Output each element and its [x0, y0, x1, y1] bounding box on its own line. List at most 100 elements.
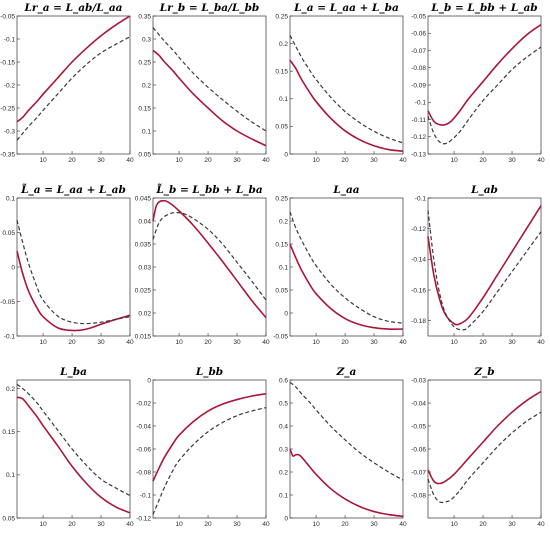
plot-frame: [289, 197, 404, 337]
y-tick-label: -0.09: [411, 82, 426, 89]
y-tick-label: -0.1: [415, 100, 427, 107]
y-tick-label: 0.1: [6, 472, 15, 479]
panel-title: Z_b: [473, 366, 494, 379]
y-tick-label: 0.2: [279, 41, 288, 48]
y-tick-label: 0.15: [138, 105, 151, 112]
panel-title: L_ba: [59, 366, 87, 379]
series-line-solid: [427, 205, 542, 326]
y-tick-label: 0.035: [135, 241, 152, 248]
x-tick-label: 20: [341, 157, 349, 164]
x-tick-label: 30: [508, 339, 516, 346]
series-line-dashed: [152, 211, 267, 301]
x-tick-label: 30: [97, 521, 105, 528]
x-tick-label: 40: [262, 339, 270, 346]
plot-frame: [152, 197, 267, 337]
y-tick-label: 0.025: [135, 287, 152, 294]
chart-panel: L̃_b = L_bb + L_ba 10 20 30 40 0.015 0.02 0.025…: [135, 183, 270, 346]
y-tick-label: 0.25: [138, 59, 151, 66]
x-tick-label: 30: [97, 157, 105, 164]
y-tick-label: -0.08: [411, 65, 426, 72]
y-tick-label: -0.04: [136, 423, 151, 430]
x-tick-label: 20: [341, 521, 349, 528]
x-tick-label: 30: [370, 521, 378, 528]
panel-title: L_bb: [195, 366, 223, 379]
x-tick-label: 30: [233, 157, 241, 164]
x-tick-label: 20: [204, 339, 212, 346]
series-line-solid: [152, 199, 267, 319]
panel-title: Lr_b = L_ba/L_bb: [159, 2, 260, 15]
plot-frame: [152, 15, 267, 155]
series-line-solid: [16, 396, 131, 514]
x-tick-label: 20: [204, 521, 212, 528]
y-tick-label: -0.08: [136, 469, 151, 476]
chart-panel: L_ba 10 20 30 40 0.05 0.1 0.15 0.2: [2, 366, 134, 528]
y-tick-label: 0.05: [138, 151, 151, 158]
y-tick-label: 0: [284, 151, 288, 158]
y-tick-label: 0.05: [275, 287, 288, 294]
y-tick-label: -0.12: [411, 226, 426, 233]
y-tick-label: -0.25: [0, 105, 15, 112]
x-tick-label: 30: [508, 157, 516, 164]
y-tick-label: -0.05: [0, 13, 15, 20]
y-tick-label: -0.3: [4, 128, 16, 135]
series-line-dashed: [16, 219, 131, 325]
chart-panel: Lr_a = L_ab/L_aa 10 20 30 40 -0.35 -0.3 -0.25 -0…: [0, 2, 134, 164]
y-tick-label: -0.02: [136, 400, 151, 407]
y-tick-label: -0.2: [4, 82, 16, 89]
panel-title: L̃_a = L_aa + L_ab: [20, 183, 126, 197]
x-tick-label: 40: [399, 339, 407, 346]
series-line-dashed: [16, 383, 131, 497]
panel-title: Z_a: [336, 366, 357, 379]
y-tick-label: 0.2: [279, 469, 288, 476]
x-tick-label: 10: [450, 339, 458, 346]
y-tick-label: 0.15: [275, 69, 288, 76]
y-tick-label: -0.12: [136, 515, 151, 522]
y-tick-label: -0.05: [411, 423, 426, 430]
series-line-solid: [16, 250, 131, 332]
x-tick-label: 10: [312, 521, 320, 528]
panel-title: L_b = L_bb + L_ab: [430, 2, 537, 15]
x-tick-label: 40: [126, 339, 134, 346]
y-tick-label: -0.06: [411, 31, 426, 38]
x-tick-label: 30: [370, 339, 378, 346]
y-tick-label: -0.05: [273, 333, 288, 340]
x-tick-label: 30: [370, 157, 378, 164]
plot-frame: [16, 379, 131, 519]
y-tick-label: -0.14: [411, 257, 426, 264]
chart-panel: L_ab 10 20 30 40 -0.18 -0.16 -0.14 -0.12 -0.1: [411, 184, 545, 346]
y-tick-label: -0.07: [411, 48, 426, 55]
x-tick-label: 40: [262, 157, 270, 164]
y-tick-label: -0.05: [0, 299, 15, 306]
x-tick-label: 40: [537, 521, 545, 528]
x-tick-label: 20: [68, 157, 76, 164]
y-tick-label: 0.1: [279, 264, 288, 271]
x-tick-label: 30: [508, 521, 516, 528]
y-tick-label: 0.6: [279, 377, 288, 384]
series-line-solid: [16, 15, 131, 123]
series-line-dashed: [427, 210, 542, 331]
x-tick-label: 10: [450, 157, 458, 164]
y-tick-label: 0.2: [279, 218, 288, 225]
series-line-dashed: [152, 27, 267, 132]
y-tick-label: -0.35: [0, 151, 15, 158]
x-tick-label: 20: [479, 339, 487, 346]
panel-title: L_aa: [332, 184, 359, 197]
y-tick-label: -0.12: [411, 134, 426, 141]
plot-frame: [289, 379, 404, 519]
series-line-solid: [152, 49, 267, 147]
series-line-dashed: [289, 35, 404, 144]
x-tick-label: 20: [68, 521, 76, 528]
chart-panel: L_a = L_aa + L_ba 10 20 30 40 0 0.05 0.1 0.15 0.2…: [275, 2, 407, 164]
y-tick-label: -0.07: [411, 469, 426, 476]
y-tick-label: 0.02: [138, 310, 151, 317]
y-tick-label: 0.05: [275, 124, 288, 131]
y-tick-label: -0.11: [412, 117, 427, 124]
series-line-dashed: [16, 36, 131, 141]
y-tick-label: 0.2: [6, 386, 15, 393]
x-tick-label: 10: [312, 339, 320, 346]
y-tick-label: 0.1: [279, 492, 288, 499]
y-tick-label: -0.18: [411, 318, 426, 325]
x-tick-label: 10: [39, 339, 47, 346]
panel-title: L_a = L_aa + L_ba: [293, 2, 399, 15]
